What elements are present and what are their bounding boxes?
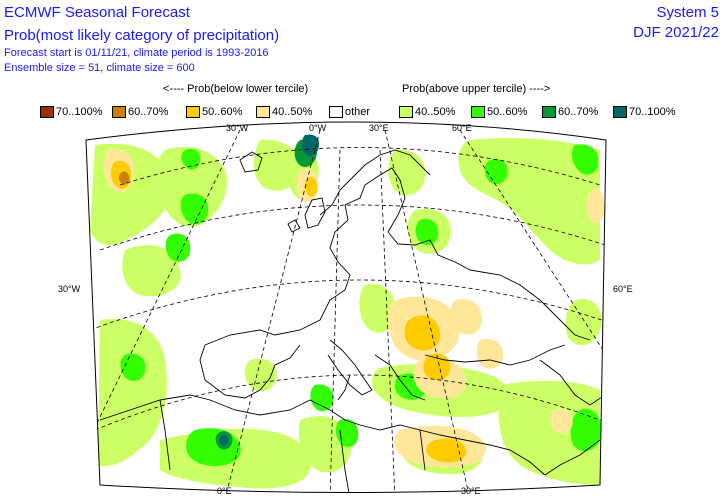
legend-label: 60..70% [128,106,169,118]
legend-label: 60..70% [558,106,599,118]
legend-label: 70..100% [56,106,103,118]
above-tercile-header: Prob(above upper tercile) ----> [402,83,551,95]
legend-label: 40..50% [415,106,456,118]
legend-item: other [329,104,370,120]
system-label: System 5 [656,4,719,21]
legend-label: 50..60% [487,106,528,118]
forecast-info: Forecast start is 01/11/21, climate peri… [4,47,269,59]
legend-label: other [345,106,371,118]
lon-label: 30°E [461,486,481,496]
legend-label: 40..50% [272,106,313,118]
legend-label: 50..60% [202,106,243,118]
legend-swatch [471,106,485,118]
legend-item: 70..100% [613,104,675,120]
legend-swatch [112,106,126,118]
legend-item: 50..60% [471,104,527,120]
legend-item: 60..70% [542,104,598,120]
graticule [86,129,606,493]
lon-label: 0°E [217,486,232,496]
chart-subtitle: Prob(most likely category of precipitati… [4,27,280,44]
season-label: DJF 2021/22 [633,24,719,41]
chart-title: ECMWF Seasonal Forecast [4,4,190,21]
coastlines [99,149,606,493]
lon-label: 0°W [309,123,327,133]
legend-item: 70..100% [40,104,102,120]
legend-swatch [542,106,556,118]
below-tercile-header: <---- Prob(below lower tercile) [163,83,309,95]
lon-label: 60°E [452,123,472,133]
legend-item: 40..50% [399,104,455,120]
ensemble-info: Ensemble size = 51, climate size = 600 [4,62,195,74]
lon-label: 30°E [369,123,389,133]
legend-item: 60..70% [112,104,168,120]
legend-item: 40..50% [256,104,312,120]
below-50-70-regions [110,160,467,463]
map-area [86,129,606,493]
legend-item: 50..60% [186,104,242,120]
legend-label: 70..100% [629,106,676,118]
legend-swatch [399,106,413,118]
legend-swatch [256,106,270,118]
legend-swatch [329,106,343,118]
map-frame [85,121,607,493]
lat-label: 30°W [58,284,81,294]
lat-label: 60°E [613,284,633,294]
above-40-50-regions [90,138,602,489]
lon-label: 30°W [226,123,249,133]
legend-swatch [613,106,627,118]
legend-swatch [40,106,54,118]
legend-swatch [186,106,200,118]
